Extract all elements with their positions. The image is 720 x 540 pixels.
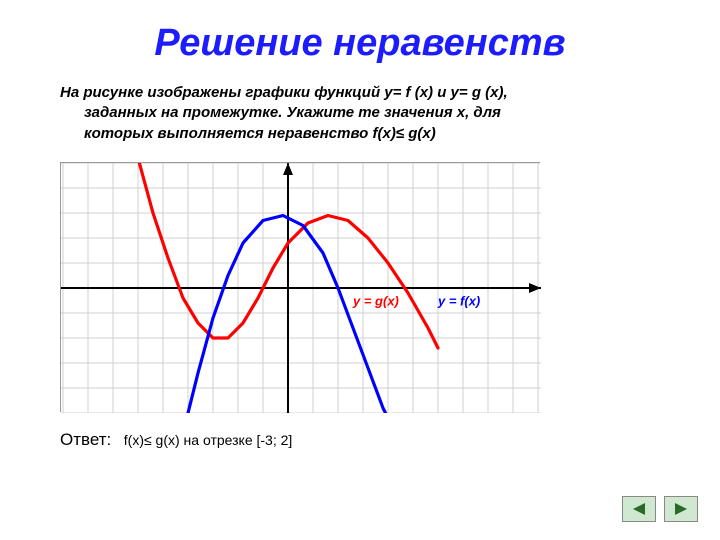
function-graph: y = f(x) y = g(x) xyxy=(61,163,541,413)
svg-text:y = f(x): y = f(x) xyxy=(437,293,480,308)
title-text: Решение неравенств xyxy=(154,22,565,64)
svg-text:y = g(x): y = g(x) xyxy=(352,293,399,308)
triangle-right-icon xyxy=(673,502,689,516)
chart-container: y = f(x) y = g(x) xyxy=(60,162,540,412)
answer-row: Ответ: f(x)≤ g(x) на отрезке [-3; 2] xyxy=(0,412,720,450)
prev-button[interactable] xyxy=(622,496,656,522)
answer-text: f(x)≤ g(x) на отрезке [-3; 2] xyxy=(124,432,293,448)
problem-statement: На рисунке изображены графики функций y=… xyxy=(0,83,720,144)
problem-line-1: На рисунке изображены графики функций y=… xyxy=(60,83,660,103)
triangle-left-icon xyxy=(631,502,647,516)
answer-label: Ответ: xyxy=(60,430,111,449)
next-button[interactable] xyxy=(664,496,698,522)
nav-controls xyxy=(622,496,698,522)
problem-line-3: которых выполняется неравенство f(x)≤ g(… xyxy=(60,124,660,144)
page-title: Решение неравенств xyxy=(0,0,720,83)
problem-line-2: заданных на промежутке. Укажите те значе… xyxy=(60,103,660,123)
